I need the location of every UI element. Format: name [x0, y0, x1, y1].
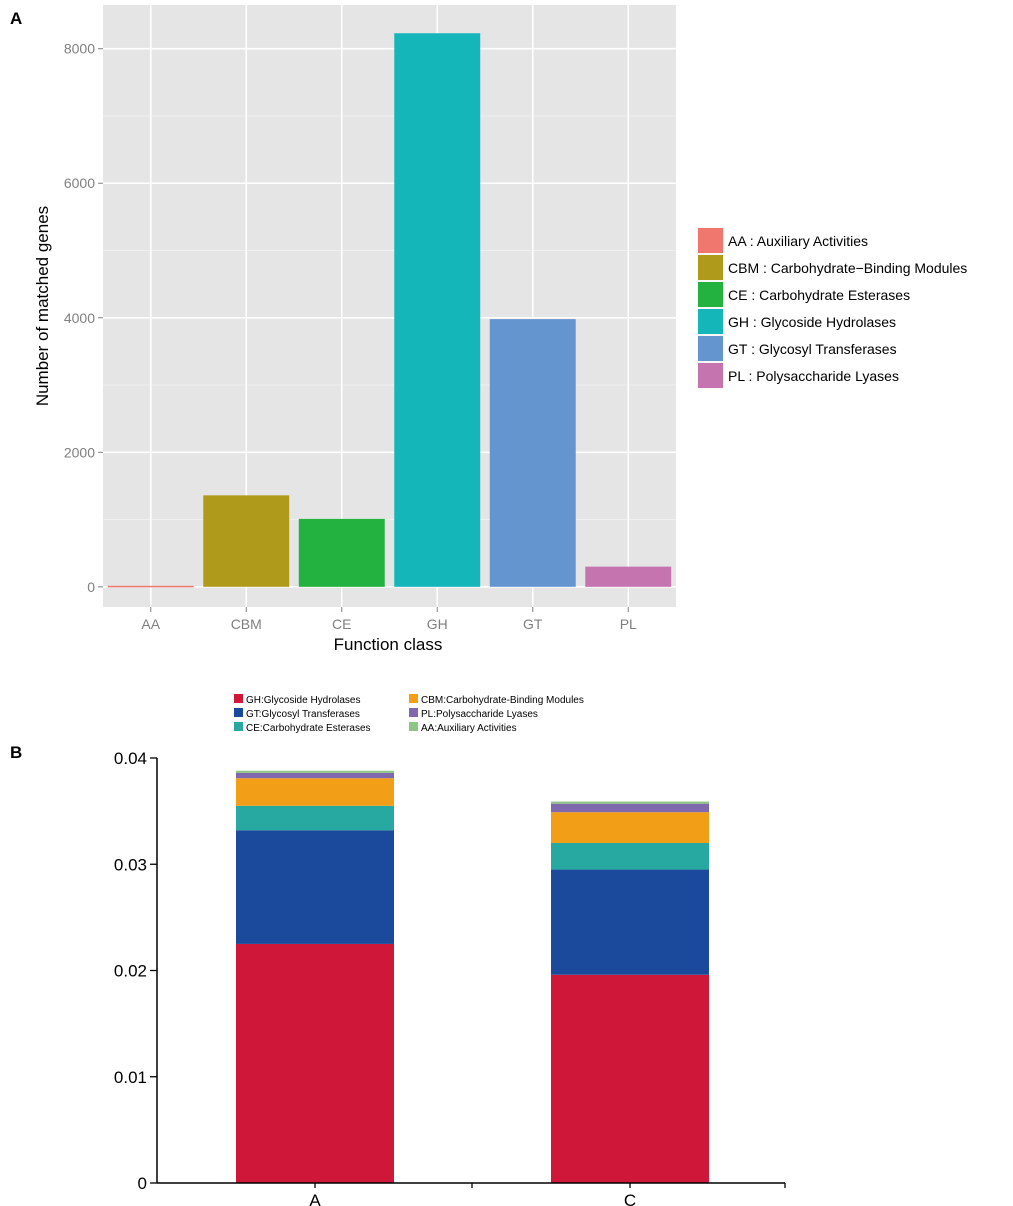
panel-b-legend: GH:Glycoside Hydrolases CBM:Carbohydrate-… [234, 694, 584, 734]
legend-swatch-cbm [409, 694, 418, 703]
legend-label-gt: GT : Glycosyl Transferases [728, 341, 897, 357]
y-tick-label: 6000 [64, 175, 95, 191]
x-tick-label-ce: CE [332, 616, 351, 632]
bar-gh [394, 33, 481, 587]
bar-segment-c-ce [551, 843, 709, 870]
panel-b-axes: A C 0 0.01 0.02 0.03 0.04 [114, 749, 786, 1206]
legend-swatch-gt [698, 336, 723, 361]
x-tick-label-cbm: CBM [231, 616, 262, 632]
bar-segment-a-ce [236, 805, 394, 831]
legend-label-cbm: CBM:Carbohydrate-Binding Modules [421, 695, 584, 706]
panel-a-x-axis: AA CBM CE GH GT PL [141, 607, 637, 632]
bar-segment-c-gt [551, 869, 709, 975]
panel-a-y-axis: 0 2000 4000 6000 8000 [64, 41, 103, 595]
legend-label-cbm: CBM : Carbohydrate−Binding Modules [728, 260, 967, 276]
bar-segment-c-gh [551, 974, 709, 1183]
legend-label-gt: GT:Glycosyl Transferases [246, 709, 360, 720]
legend-swatch-ce [698, 282, 723, 307]
panel-a-plot-background [103, 5, 676, 607]
bar-segment-a-gt [236, 830, 394, 944]
panel-a-bar-chart: A 0 2000 4000 6000 8000 AA CBM CE GH GT PL Functi… [10, 5, 967, 654]
panel-b-label: B [10, 743, 22, 762]
x-tick-label-gh: GH [427, 616, 448, 632]
panel-a-legend: AA : Auxiliary Activities CBM : Carbohydr… [696, 226, 967, 390]
y-tick-label: 2000 [64, 444, 95, 460]
y-tick-label: 0.04 [114, 749, 147, 768]
x-tick-label-a: A [309, 1191, 321, 1206]
bar-segment-a-gh [236, 943, 394, 1183]
x-tick-label-c: C [624, 1191, 636, 1206]
bar-aa [107, 585, 194, 588]
bar-pl [585, 566, 672, 587]
legend-swatch-gt [234, 708, 243, 717]
bar-segment-c-cbm [551, 812, 709, 843]
legend-swatch-aa [409, 722, 418, 731]
legend-swatch-aa [698, 228, 723, 253]
legend-swatch-pl [409, 708, 418, 717]
bar-segment-a-cbm [236, 778, 394, 806]
bar-gt [489, 319, 576, 587]
panel-a-y-axis-title: Number of matched genes [33, 206, 52, 406]
panel-b-bars [236, 770, 709, 1183]
panel-a-label: A [10, 9, 22, 28]
x-tick-label-pl: PL [620, 616, 637, 632]
legend-swatch-cbm [698, 255, 723, 280]
x-tick-label-gt: GT [523, 616, 543, 632]
y-tick-label: 0.01 [114, 1068, 147, 1087]
legend-label-pl: PL:Polysaccharide Lyases [421, 709, 538, 720]
legend-swatch-gh [234, 694, 243, 703]
legend-label-pl: PL : Polysaccharide Lyases [728, 368, 899, 384]
bar-segment-c-pl [551, 803, 709, 813]
legend-label-aa: AA : Auxiliary Activities [728, 233, 868, 249]
legend-label-ce: CE : Carbohydrate Esterases [728, 287, 910, 303]
panel-b-stacked-bar-chart: B GH:Glycoside Hydrolases CBM:Carbohydrat… [10, 694, 786, 1206]
bar-segment-a-aa [236, 770, 394, 773]
legend-swatch-ce [234, 722, 243, 731]
y-tick-label: 8000 [64, 41, 95, 57]
legend-label-gh: GH : Glycoside Hydrolases [728, 314, 896, 330]
bar-cbm [203, 495, 290, 587]
panel-a-bars [107, 33, 672, 588]
y-tick-label: 0.02 [114, 962, 147, 981]
legend-label-gh: GH:Glycoside Hydrolases [246, 695, 360, 706]
legend-label-ce: CE:Carbohydrate Esterases [246, 723, 371, 734]
x-tick-label-aa: AA [141, 616, 160, 632]
y-tick-label: 4000 [64, 310, 95, 326]
y-tick-label: 0 [138, 1174, 147, 1193]
panel-a-x-axis-title: Function class [334, 635, 443, 654]
bar-segment-c-aa [551, 801, 709, 804]
bar-segment-a-pl [236, 772, 394, 779]
legend-swatch-pl [698, 363, 723, 388]
y-tick-label: 0.03 [114, 855, 147, 874]
legend-label-aa: AA:Auxiliary Activities [421, 723, 517, 734]
legend-swatch-gh [698, 309, 723, 334]
y-tick-label: 0 [87, 579, 95, 595]
bar-ce [298, 518, 385, 587]
